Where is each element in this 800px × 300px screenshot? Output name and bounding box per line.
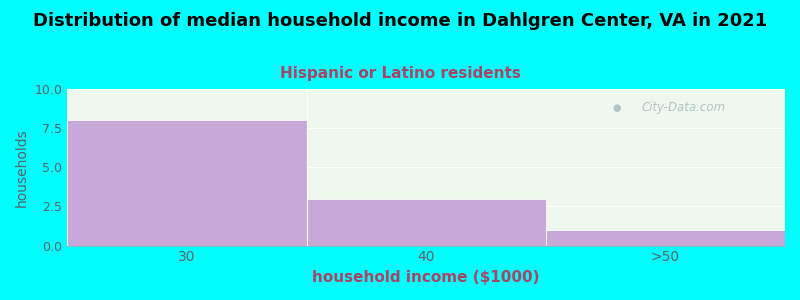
Text: Hispanic or Latino residents: Hispanic or Latino residents (279, 66, 521, 81)
Text: ●: ● (612, 103, 621, 113)
Bar (546, 230, 785, 246)
Bar (306, 199, 546, 246)
Text: City-Data.com: City-Data.com (642, 101, 726, 114)
Text: Distribution of median household income in Dahlgren Center, VA in 2021: Distribution of median household income … (33, 12, 767, 30)
X-axis label: household income ($1000): household income ($1000) (312, 270, 540, 285)
Bar (67, 120, 306, 246)
Y-axis label: households: households (15, 128, 29, 207)
